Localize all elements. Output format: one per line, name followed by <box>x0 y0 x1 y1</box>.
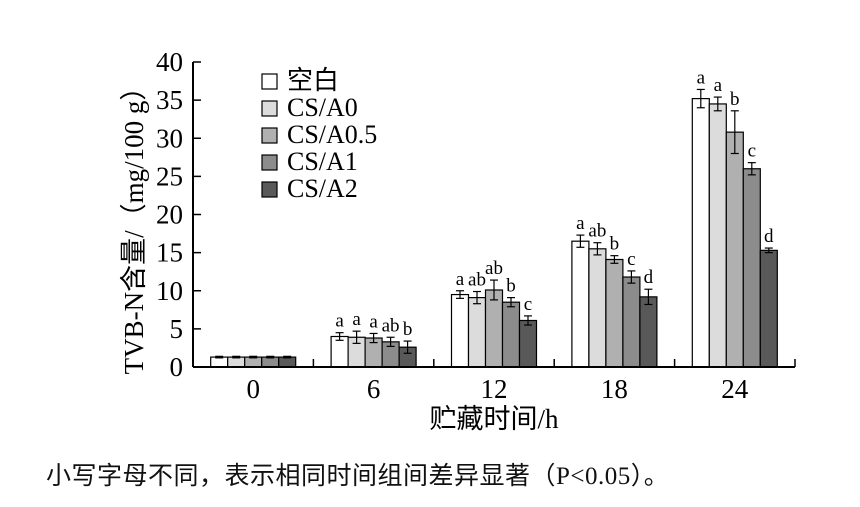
significance-letter: b <box>403 319 413 340</box>
legend-swatch <box>261 154 278 171</box>
bar <box>622 276 641 368</box>
x-axis-label: 贮藏时间/h <box>429 404 559 434</box>
significance-letter: a <box>576 213 585 234</box>
legend-label: CS/A2 <box>287 174 358 203</box>
bar <box>518 319 538 368</box>
y-tick-label: 40 <box>156 47 183 77</box>
significance-letter: a <box>714 75 723 96</box>
significance-letter: b <box>506 276 516 297</box>
legend-label: CS/A0.5 <box>287 120 377 149</box>
y-tick-label: 10 <box>156 276 183 306</box>
bar <box>691 97 710 368</box>
significance-letter: d <box>764 226 774 247</box>
bar <box>467 297 487 368</box>
significance-letter: c <box>627 249 635 270</box>
bar <box>708 103 727 368</box>
x-tick-label: 18 <box>601 374 628 404</box>
significance-letter: ab <box>588 221 606 242</box>
bar <box>450 293 470 368</box>
significance-letter: a <box>369 311 378 332</box>
bar <box>501 301 521 368</box>
legend-swatch <box>261 181 278 198</box>
significance-letter: d <box>644 267 654 288</box>
bar <box>227 356 246 368</box>
y-tick-label: 20 <box>156 200 183 230</box>
bar <box>725 131 744 368</box>
y-tick-label: 0 <box>170 352 184 382</box>
bar <box>244 356 263 368</box>
bar <box>278 356 297 368</box>
bar <box>639 296 658 368</box>
significance-letter: c <box>524 294 532 315</box>
significance-letter: ab <box>468 270 486 291</box>
legend-swatch <box>261 127 278 144</box>
bar <box>588 248 607 368</box>
bar <box>742 168 761 368</box>
bar <box>261 356 280 368</box>
significance-letter: ab <box>485 258 503 279</box>
bar <box>759 249 778 368</box>
significance-letter: a <box>697 67 706 88</box>
axes: 0 5 10 15 20 25 30 35 40 0 6 12 18 24 <box>156 47 796 404</box>
y-tick-label: 30 <box>156 123 183 153</box>
y-tick-label: 35 <box>156 85 183 115</box>
significance-letter: a <box>352 309 361 330</box>
x-tick-label: 6 <box>367 374 381 404</box>
legend-label: CS/A1 <box>287 147 358 176</box>
y-tick-label: 15 <box>156 238 183 268</box>
x-tick-label: 0 <box>246 374 260 404</box>
y-tick-label: 25 <box>156 161 183 191</box>
bar <box>330 335 349 368</box>
legend-label: CS/A0 <box>287 93 358 122</box>
significance-letter: a <box>456 269 465 290</box>
y-axis-label: TVB-N含量/（mg/100 g） <box>119 74 149 375</box>
significance-letter: b <box>730 89 740 110</box>
legend-swatch <box>261 100 278 117</box>
significance-letter: ab <box>382 315 400 336</box>
legend-swatch <box>261 73 278 90</box>
significance-letter: c <box>748 141 756 162</box>
footnote: 小写字母不同，表示相同时间组间差异显著（P<0.05）。 <box>46 463 670 490</box>
significance-letter: b <box>610 234 620 255</box>
y-tick-label: 5 <box>170 314 184 344</box>
significance-letter: a <box>335 311 344 332</box>
bar <box>484 289 504 368</box>
x-tick-label: 24 <box>721 374 749 404</box>
x-tick-label: 12 <box>481 374 508 404</box>
bar <box>210 356 229 368</box>
legend-label: 空白 <box>287 66 339 95</box>
bar <box>571 240 590 368</box>
bar <box>605 258 624 368</box>
